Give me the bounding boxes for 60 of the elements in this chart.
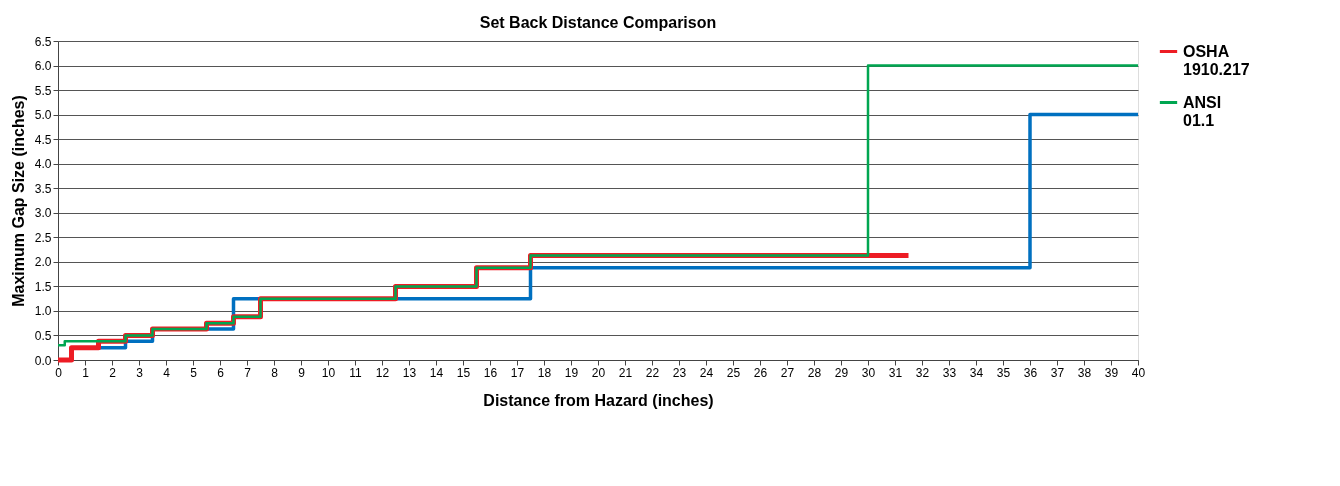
x-tick-label: 38 <box>1077 365 1092 380</box>
x-tick-label: 6 <box>217 365 225 380</box>
x-tick-label: 40 <box>1131 365 1146 380</box>
y-tick-label: 0.5 <box>34 328 52 343</box>
x-tick-label: 15 <box>456 365 471 380</box>
x-tick-label: 0 <box>55 365 63 380</box>
x-tick-label: 1 <box>82 365 90 380</box>
x-tick-label: 17 <box>510 365 525 380</box>
chart-title: Set Back Distance Comparison <box>479 14 717 31</box>
x-tick-label: 36 <box>1023 365 1038 380</box>
x-tick-label: 4 <box>163 365 171 380</box>
x-tick-label: 25 <box>726 365 741 380</box>
x-tick-label: 29 <box>834 365 849 380</box>
y-axis-title: Maximum Gap Size (inches) <box>9 95 27 307</box>
y-tick-label: 6.0 <box>34 59 52 74</box>
x-tick-label: 23 <box>672 365 687 380</box>
y-tick-label: 2.5 <box>34 230 52 245</box>
x-axis-title: Distance from Hazard (inches) <box>483 391 714 409</box>
x-tick-label: 7 <box>244 365 252 380</box>
x-tick-label: 18 <box>537 365 552 380</box>
x-tick-label: 24 <box>699 365 714 380</box>
x-tick-label: 16 <box>483 365 498 380</box>
y-tick-label: 4.5 <box>34 132 52 147</box>
x-tick-label: 8 <box>271 365 279 380</box>
y-tick-label: 1.0 <box>34 304 52 319</box>
x-tick-label: 34 <box>969 365 984 380</box>
x-tick-label: 20 <box>591 365 606 380</box>
x-tick-label: 19 <box>564 365 579 380</box>
x-tick-label: 37 <box>1050 365 1065 380</box>
x-tick-label: 26 <box>753 365 768 380</box>
x-tick-label: 30 <box>861 365 876 380</box>
x-tick-label: 28 <box>807 365 822 380</box>
y-tick-label: 3.5 <box>34 181 52 196</box>
x-tick-label: 10 <box>321 365 336 380</box>
x-tick-label: 12 <box>375 365 390 380</box>
x-tick-label: 27 <box>780 365 795 380</box>
y-tick-label: 5.0 <box>34 108 52 123</box>
y-tick-label: 6.5 <box>34 34 52 49</box>
y-tick-label: 0.0 <box>34 353 52 368</box>
x-tick-label: 13 <box>402 365 417 380</box>
x-tick-label: 2 <box>109 365 117 380</box>
y-tick-label: 4.0 <box>34 157 52 172</box>
x-tick-label: 31 <box>888 365 903 380</box>
x-tick-label: 22 <box>645 365 660 380</box>
x-tick-label: 39 <box>1104 365 1119 380</box>
y-tick-label: 2.0 <box>34 255 52 270</box>
y-tick-label: 1.5 <box>34 279 52 294</box>
x-tick-label: 32 <box>915 365 930 380</box>
x-tick-label: 14 <box>429 365 444 380</box>
legend-label: ANSI 01.1 <box>1183 93 1222 129</box>
y-tick-label: 5.5 <box>34 83 52 98</box>
x-tick-label: 5 <box>190 365 198 380</box>
x-tick-label: 21 <box>618 365 633 380</box>
y-tick-label: 3.0 <box>34 206 52 221</box>
x-tick-label: 35 <box>996 365 1011 380</box>
x-tick-label: 11 <box>349 365 363 380</box>
x-tick-label: 9 <box>298 365 306 380</box>
x-tick-label: 33 <box>942 365 957 380</box>
x-tick-label: 3 <box>136 365 144 380</box>
legend-label: OSHA 1910.217 <box>1183 42 1250 78</box>
